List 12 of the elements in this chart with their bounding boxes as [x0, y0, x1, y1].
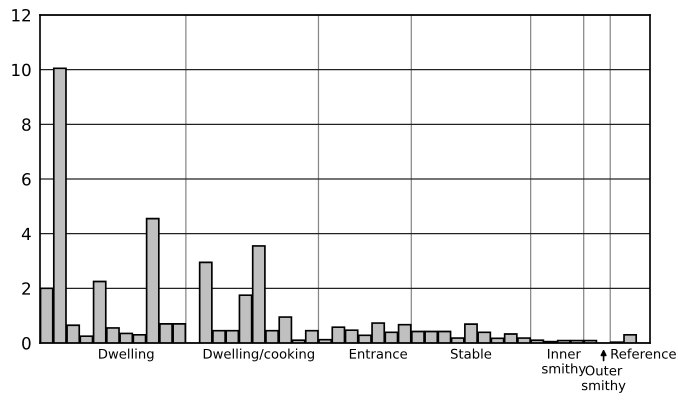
x-tick-label: Stable — [450, 348, 492, 359]
x-tick-label: Dwelling/cooking — [204, 348, 314, 362]
y-tick-label: 4 — [22, 228, 31, 240]
y-tick-label: 2 — [22, 282, 30, 295]
y-tick-label: 12 — [12, 8, 30, 22]
y-tick-label: 10 — [12, 64, 31, 76]
y-tick-label: 8 — [22, 118, 31, 131]
x-tick-label: Reference — [611, 348, 676, 359]
y-tick-label: 0 — [22, 336, 31, 350]
x-tick-label: Dwelling — [99, 348, 154, 362]
x-tick-label: Entrance — [350, 348, 408, 359]
y-tick-label: 6 — [22, 172, 31, 186]
